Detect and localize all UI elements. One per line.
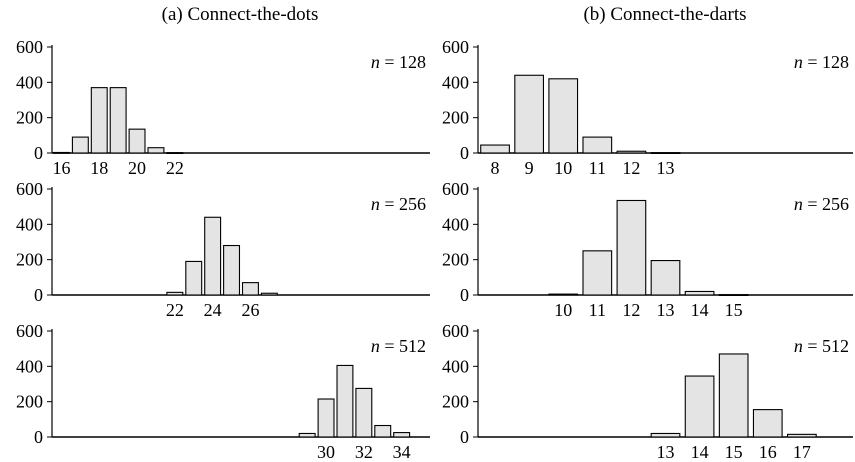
x-tick-label: 14 <box>691 300 709 320</box>
x-tick-label: 13 <box>657 158 675 178</box>
x-tick-label: 14 <box>691 442 709 462</box>
y-tick-label: 200 <box>442 108 469 128</box>
histogram-bar <box>548 293 579 296</box>
x-tick-label: 24 <box>204 300 222 320</box>
sample-size-label: n = 512 <box>794 336 849 356</box>
sample-size-label: n = 512 <box>371 336 426 356</box>
histogram-bar <box>223 244 241 296</box>
histogram-bar <box>684 290 715 296</box>
histogram-bar <box>650 432 681 438</box>
y-tick-label: 600 <box>442 37 469 57</box>
y-tick-label: 600 <box>442 321 469 341</box>
y-tick-label: 200 <box>442 250 469 270</box>
x-tick-label: 12 <box>622 300 640 320</box>
y-tick-label: 400 <box>16 72 43 92</box>
histogram-bar <box>147 147 165 154</box>
histogram-bar <box>548 78 579 154</box>
y-tick-label: 200 <box>442 392 469 412</box>
histogram-bar <box>582 250 613 296</box>
y-tick-label: 200 <box>16 392 43 412</box>
x-tick-label: 12 <box>622 158 640 178</box>
x-tick-label: 11 <box>589 300 606 320</box>
histogram-bar <box>52 151 70 154</box>
y-tick-label: 200 <box>16 108 43 128</box>
histogram-bar <box>480 144 510 154</box>
x-tick-label: 20 <box>128 158 146 178</box>
histogram-bar <box>355 387 373 438</box>
x-tick-label: 18 <box>90 158 108 178</box>
x-tick-label: 17 <box>793 442 811 462</box>
histogram-bar <box>317 398 335 438</box>
y-tick-label: 600 <box>16 37 43 57</box>
y-tick-label: 0 <box>460 427 469 447</box>
histogram-bar <box>166 291 184 296</box>
histogram-bar <box>241 282 259 296</box>
x-tick-label: 8 <box>491 158 500 178</box>
y-tick-label: 0 <box>34 427 43 447</box>
y-tick-label: 400 <box>16 356 43 376</box>
x-tick-label: 10 <box>554 300 572 320</box>
histogram-bar <box>684 375 715 438</box>
sample-size-label: n = 256 <box>371 194 426 214</box>
x-tick-label: 22 <box>166 300 184 320</box>
histogram-bar <box>166 152 184 154</box>
y-tick-label: 0 <box>460 143 469 163</box>
x-tick-label: 9 <box>525 158 534 178</box>
x-tick-label: 26 <box>241 300 259 320</box>
histogram-bar <box>185 260 203 296</box>
sample-size-label: n = 128 <box>794 52 849 72</box>
x-tick-label: 16 <box>759 442 777 462</box>
x-tick-label: 15 <box>725 442 743 462</box>
histogram-bar <box>204 216 222 296</box>
x-tick-label: 13 <box>657 300 675 320</box>
histogram-bar <box>582 136 613 154</box>
histogram-bar <box>393 432 411 438</box>
x-tick-label: 15 <box>725 300 743 320</box>
histogram-bar <box>260 292 278 296</box>
histogram-bar <box>71 136 89 154</box>
histogram-bar <box>650 152 681 154</box>
histogram-bar <box>752 409 783 438</box>
y-tick-label: 400 <box>442 72 469 92</box>
y-tick-label: 200 <box>16 250 43 270</box>
histogram-bar <box>718 353 749 438</box>
y-tick-label: 600 <box>442 179 469 199</box>
x-tick-label: 32 <box>355 442 373 462</box>
y-tick-label: 600 <box>16 321 43 341</box>
histogram-bar <box>128 128 146 154</box>
x-tick-label: 34 <box>393 442 411 462</box>
y-tick-label: 0 <box>34 285 43 305</box>
x-tick-label: 16 <box>52 158 70 178</box>
histogram-bar <box>90 87 108 154</box>
x-tick-label: 11 <box>589 158 606 178</box>
x-tick-label: 13 <box>657 442 675 462</box>
y-tick-label: 400 <box>16 214 43 234</box>
histogram-bar <box>109 87 127 154</box>
sample-size-label: n = 256 <box>794 194 849 214</box>
sample-size-label: n = 128 <box>371 52 426 72</box>
histogram-bar <box>650 259 681 296</box>
x-tick-label: 10 <box>554 158 572 178</box>
y-tick-label: 600 <box>16 179 43 199</box>
histogram-bar <box>616 150 647 154</box>
histogram-bar <box>718 294 749 296</box>
histogram-bar <box>786 433 817 438</box>
histogram-bar <box>616 199 647 296</box>
histogram-bar <box>374 424 392 438</box>
y-tick-label: 0 <box>460 285 469 305</box>
x-tick-label: 30 <box>317 442 335 462</box>
y-tick-label: 0 <box>34 143 43 163</box>
column-title-b: (b) Connect-the-darts <box>583 4 747 25</box>
y-tick-label: 400 <box>442 214 469 234</box>
histogram-bar <box>514 74 545 154</box>
y-tick-label: 400 <box>442 356 469 376</box>
histogram-bar <box>336 364 354 438</box>
column-title-a: (a) Connect-the-dots <box>161 4 319 25</box>
x-tick-label: 22 <box>166 158 184 178</box>
histogram-bar <box>298 432 316 438</box>
